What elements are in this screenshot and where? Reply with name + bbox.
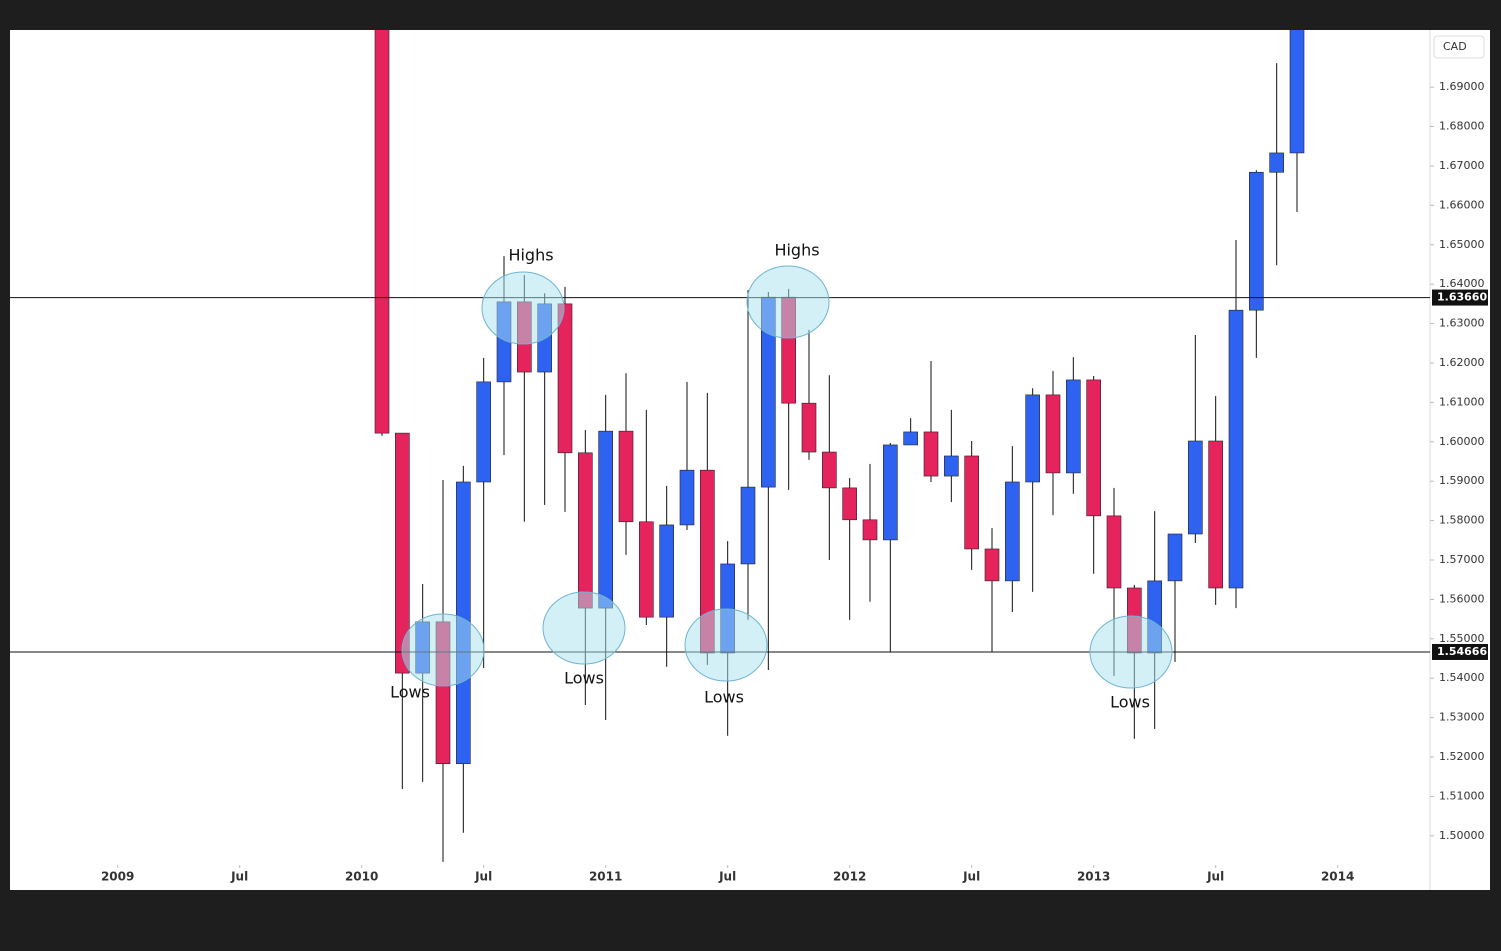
y-tick-label: 1.52000 bbox=[1439, 750, 1485, 763]
price-tag-label: 1.63660 bbox=[1437, 291, 1487, 304]
x-tick-label: 2014 bbox=[1321, 870, 1354, 884]
candle-body bbox=[395, 432, 410, 674]
y-tick-label: 1.53000 bbox=[1439, 711, 1485, 724]
candle-body bbox=[801, 402, 817, 453]
y-tick-label: 1.59000 bbox=[1439, 474, 1485, 487]
candle-body bbox=[944, 455, 959, 477]
candle-body bbox=[842, 487, 857, 521]
candle-body bbox=[1188, 440, 1203, 535]
candle-body bbox=[1106, 515, 1122, 589]
y-tick-label: 1.64000 bbox=[1439, 277, 1485, 290]
candle-body bbox=[1025, 394, 1040, 483]
candle-body bbox=[679, 469, 695, 526]
y-tick-label: 1.61000 bbox=[1439, 395, 1485, 408]
annotation: Highs bbox=[508, 246, 553, 265]
annotation: Lows bbox=[564, 669, 604, 688]
annotation: Lows bbox=[390, 683, 430, 702]
candle-body bbox=[1086, 379, 1101, 517]
highlight-ellipse bbox=[542, 591, 626, 665]
x-tick-label: Jul bbox=[962, 870, 980, 884]
candle-body bbox=[740, 486, 756, 565]
y-tick-label: 1.51000 bbox=[1439, 789, 1485, 802]
price-tag-label: 1.54666 bbox=[1437, 645, 1487, 658]
candle-body bbox=[1005, 481, 1020, 582]
x-tick-label: 2010 bbox=[345, 870, 378, 884]
y-tick-label: 1.54000 bbox=[1439, 671, 1485, 684]
candle-body bbox=[659, 524, 674, 618]
annotation: Highs bbox=[774, 241, 819, 260]
x-tick-label: Jul bbox=[718, 870, 736, 884]
y-tick-label: 1.69000 bbox=[1439, 80, 1485, 93]
candle-body bbox=[476, 381, 491, 483]
y-tick-label: 1.55000 bbox=[1439, 632, 1485, 645]
x-tick-label: Jul bbox=[1206, 870, 1224, 884]
y-tick-label: 1.57000 bbox=[1439, 553, 1485, 566]
y-tick-label: 1.56000 bbox=[1439, 592, 1485, 605]
y-tick-label: 1.68000 bbox=[1439, 120, 1485, 133]
candle-body bbox=[964, 455, 979, 550]
currency-box bbox=[1433, 35, 1485, 59]
candle-body bbox=[883, 444, 898, 541]
candle-body bbox=[618, 430, 634, 523]
candle-body bbox=[1167, 533, 1183, 582]
chart-area bbox=[10, 30, 1490, 890]
candle-body bbox=[1269, 152, 1284, 173]
candle-body bbox=[639, 521, 654, 618]
highlight-ellipse bbox=[481, 271, 565, 345]
y-tick-label: 1.65000 bbox=[1439, 238, 1485, 251]
candle-body bbox=[1249, 171, 1264, 311]
candle-body bbox=[1045, 394, 1061, 474]
y-tick-label: 1.63000 bbox=[1439, 317, 1485, 330]
highlight-ellipse bbox=[401, 613, 485, 687]
y-tick-label: 1.62000 bbox=[1439, 356, 1485, 369]
candle-body bbox=[374, 30, 390, 434]
candle-body bbox=[862, 519, 878, 541]
candle-body bbox=[903, 431, 918, 446]
y-tick-label: 1.66000 bbox=[1439, 198, 1485, 211]
candle-body bbox=[598, 430, 613, 609]
x-tick-label: 2012 bbox=[833, 870, 866, 884]
y-tick-label: 1.58000 bbox=[1439, 514, 1485, 527]
candle-body bbox=[578, 452, 593, 609]
highlight-ellipse bbox=[684, 608, 768, 682]
currency: CAD bbox=[1443, 40, 1467, 53]
highlight-ellipse bbox=[746, 265, 830, 339]
annotation: Lows bbox=[704, 688, 744, 707]
candle-body bbox=[822, 451, 837, 489]
x-tick-label: Jul bbox=[474, 870, 492, 884]
candle-body bbox=[923, 431, 939, 477]
candle-body bbox=[1066, 379, 1081, 474]
y-tick-label: 1.50000 bbox=[1439, 829, 1485, 842]
candle-body bbox=[1289, 30, 1305, 154]
x-tick-label: 2011 bbox=[589, 870, 622, 884]
candle-body bbox=[557, 303, 573, 454]
candle-body bbox=[1228, 309, 1244, 589]
x-tick-label: 2013 bbox=[1077, 870, 1110, 884]
x-tick-label: 2009 bbox=[101, 870, 134, 884]
y-tick-label: 1.67000 bbox=[1439, 159, 1485, 172]
highlight-ellipse bbox=[1089, 615, 1173, 689]
x-tick-label: Jul bbox=[230, 870, 248, 884]
candle-body bbox=[984, 548, 1000, 582]
annotation: Lows bbox=[1110, 693, 1150, 712]
price-tag bbox=[1432, 289, 1488, 306]
price-tag bbox=[1432, 643, 1488, 660]
candle-body bbox=[1208, 440, 1223, 589]
y-tick-label: 1.60000 bbox=[1439, 435, 1485, 448]
